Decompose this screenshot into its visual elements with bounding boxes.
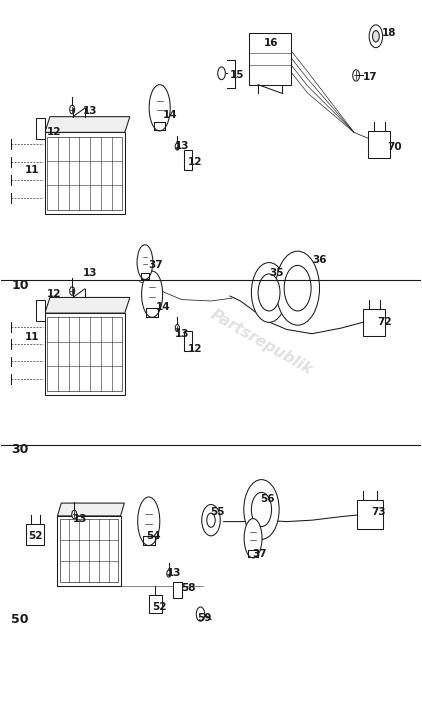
Text: 12: 12 (188, 344, 203, 354)
Ellipse shape (142, 271, 162, 317)
Bar (173, 582, 182, 597)
Text: 37: 37 (252, 549, 267, 559)
Polygon shape (45, 313, 125, 395)
FancyBboxPatch shape (149, 595, 162, 613)
Circle shape (369, 25, 383, 48)
Ellipse shape (149, 85, 170, 131)
Text: 52: 52 (28, 530, 43, 541)
Text: 12: 12 (47, 128, 62, 138)
Circle shape (167, 570, 171, 577)
FancyBboxPatch shape (363, 309, 385, 336)
Text: 54: 54 (146, 530, 160, 541)
Text: 72: 72 (377, 317, 392, 327)
Text: 52: 52 (152, 602, 167, 612)
Circle shape (175, 324, 179, 332)
Polygon shape (57, 516, 121, 585)
Circle shape (72, 511, 77, 519)
Circle shape (373, 31, 379, 42)
Text: Partsrepublik: Partsrepublik (208, 307, 315, 378)
Bar (184, 150, 192, 170)
Polygon shape (45, 297, 130, 313)
Text: 56: 56 (261, 494, 275, 504)
Circle shape (175, 143, 179, 150)
Text: 12: 12 (47, 289, 62, 299)
Text: 13: 13 (167, 568, 181, 578)
Circle shape (244, 480, 279, 539)
FancyBboxPatch shape (368, 131, 390, 158)
Text: 73: 73 (372, 507, 386, 517)
Circle shape (276, 251, 319, 325)
Ellipse shape (137, 245, 153, 279)
Circle shape (353, 70, 360, 81)
Text: 11: 11 (25, 165, 40, 175)
Circle shape (70, 287, 75, 295)
Circle shape (202, 505, 220, 536)
FancyBboxPatch shape (357, 500, 383, 530)
Text: 18: 18 (381, 28, 396, 38)
Circle shape (252, 262, 287, 322)
Text: 58: 58 (181, 583, 195, 593)
Circle shape (284, 265, 311, 311)
Text: 30: 30 (11, 443, 29, 456)
Bar (36, 118, 45, 140)
Text: 13: 13 (83, 106, 97, 116)
Text: 11: 11 (25, 332, 40, 342)
Text: 13: 13 (175, 141, 190, 151)
FancyBboxPatch shape (26, 524, 44, 545)
Bar (184, 331, 192, 351)
Circle shape (70, 106, 75, 114)
Circle shape (207, 513, 215, 528)
Text: 13: 13 (83, 267, 97, 277)
Text: 55: 55 (210, 507, 225, 517)
Text: 15: 15 (230, 71, 244, 81)
Text: 14: 14 (155, 302, 170, 312)
Polygon shape (45, 117, 130, 133)
FancyBboxPatch shape (249, 34, 291, 85)
Text: 36: 36 (312, 255, 327, 265)
Text: 59: 59 (197, 613, 212, 623)
Circle shape (258, 274, 280, 311)
Circle shape (196, 607, 205, 621)
Text: 35: 35 (269, 267, 284, 277)
Text: 37: 37 (149, 260, 163, 270)
Text: 13: 13 (175, 329, 190, 339)
Text: 16: 16 (264, 39, 278, 48)
Ellipse shape (244, 518, 262, 558)
Ellipse shape (138, 497, 160, 545)
Text: 50: 50 (11, 613, 29, 626)
Polygon shape (57, 503, 124, 516)
Bar (36, 299, 45, 321)
Circle shape (252, 493, 272, 527)
Polygon shape (45, 133, 125, 214)
Text: 70: 70 (388, 142, 402, 152)
Circle shape (218, 67, 225, 80)
Text: 10: 10 (11, 279, 29, 292)
Text: 13: 13 (73, 514, 87, 524)
Text: 12: 12 (188, 157, 203, 167)
Text: 14: 14 (162, 110, 177, 120)
Text: 17: 17 (363, 72, 378, 82)
